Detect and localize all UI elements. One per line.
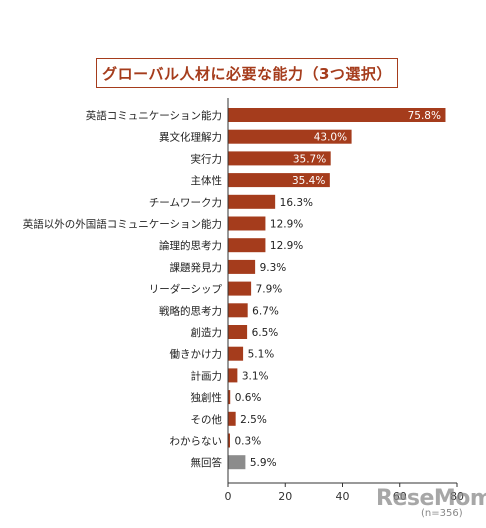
category-label: 主体性: [191, 174, 223, 187]
data-label: 43.0%: [314, 132, 347, 144]
data-label: 0.3%: [235, 436, 262, 448]
bar: [228, 325, 248, 339]
chart-title-box: グローバル人材に必要な能力（3つ選択）: [96, 58, 398, 88]
data-label: 6.5%: [252, 327, 279, 339]
bar: [228, 411, 236, 426]
data-label: 7.9%: [256, 284, 283, 296]
category-label: 論理的思考力: [159, 239, 222, 252]
category-label: 課題発見力: [170, 261, 223, 274]
bar: [228, 238, 266, 253]
category-label: 働きかけ力: [170, 348, 223, 361]
sample-size-note: (n=356): [421, 508, 463, 519]
bar: [228, 194, 276, 209]
data-label: 12.9%: [270, 219, 303, 231]
data-label: 12.9%: [270, 240, 303, 252]
bar: [228, 303, 248, 318]
data-label: 6.7%: [252, 305, 279, 317]
category-label: 無回答: [191, 456, 223, 469]
category-label: 異文化理解力: [159, 131, 222, 144]
category-label: その他: [191, 413, 223, 426]
category-label: 実行力: [191, 152, 223, 165]
category-label: チームワーク力: [149, 196, 222, 209]
bar: [228, 173, 330, 188]
chart-title: グローバル人材に必要な能力（3つ選択）: [102, 64, 392, 83]
category-label: 英語コミュニケーション能力: [86, 109, 222, 122]
data-label: 75.8%: [408, 110, 441, 122]
data-label: 5.1%: [248, 349, 275, 361]
category-label: 計画力: [191, 369, 223, 382]
x-tick-label: 20: [278, 490, 292, 503]
bar: [228, 433, 230, 448]
bar: [228, 259, 256, 274]
x-tick-label: 60: [393, 490, 407, 503]
bar: [228, 455, 246, 470]
data-label: 0.6%: [235, 392, 262, 404]
category-label: わからない: [170, 436, 223, 448]
bar: [228, 129, 352, 144]
data-label: 3.1%: [242, 370, 269, 382]
data-label: 9.3%: [260, 262, 287, 274]
category-label: リーダーシップ: [149, 283, 223, 296]
data-label: 16.3%: [280, 197, 313, 209]
bar: [228, 390, 231, 405]
category-label: 戦略的思考力: [159, 304, 222, 317]
category-label: 独創性: [191, 391, 223, 404]
category-label: 英語以外の外国語コミュニケーション能力: [23, 218, 222, 231]
data-label: 5.9%: [250, 457, 277, 469]
bar: [228, 216, 266, 231]
x-tick-label: 0: [225, 490, 232, 503]
bar: [228, 368, 238, 383]
data-label: 2.5%: [240, 414, 267, 426]
bar: [228, 346, 244, 361]
bar: [228, 108, 446, 122]
data-label: 35.7%: [293, 153, 326, 165]
category-label: 創造力: [191, 326, 223, 339]
x-tick-label: 40: [336, 490, 350, 503]
watermark-logo: ReseMom: [376, 486, 486, 511]
x-tick-label: 80: [450, 490, 464, 503]
bar: [228, 281, 252, 296]
bar: [228, 151, 331, 166]
data-label: 35.4%: [292, 175, 325, 187]
